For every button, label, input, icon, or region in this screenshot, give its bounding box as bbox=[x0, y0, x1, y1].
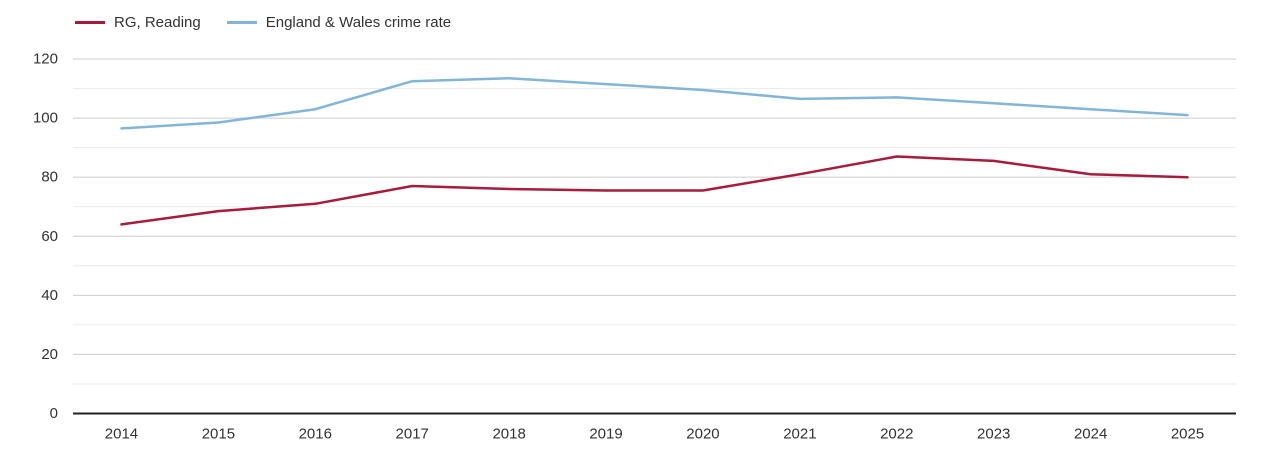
y-axis-tick-label: 20 bbox=[41, 346, 58, 363]
x-axis-tick-label: 2017 bbox=[396, 426, 429, 443]
series-line-england-wales-crime-rate bbox=[120, 76, 1189, 130]
x-axis-tick-label: 2024 bbox=[1074, 426, 1107, 443]
legend-swatch-england-wales-icon bbox=[226, 21, 257, 24]
y-axis-tick-label: 40 bbox=[41, 287, 58, 304]
series-line-rg-reading bbox=[120, 155, 1189, 226]
legend-item-rg-reading: RG, Reading bbox=[75, 14, 201, 31]
x-axis-tick-label: 2022 bbox=[880, 426, 913, 443]
x-axis-tick-label: 2023 bbox=[977, 426, 1010, 443]
x-axis-tick-label: 2015 bbox=[202, 426, 235, 443]
x-axis-tick-label: 2025 bbox=[1171, 426, 1204, 443]
y-axis-tick-label: 60 bbox=[41, 228, 58, 245]
x-axis-tick-label: 2020 bbox=[686, 426, 719, 443]
x-axis-tick-label: 2018 bbox=[492, 426, 525, 443]
chart-legend: RG, Reading England & Wales crime rate bbox=[75, 14, 451, 31]
legend-swatch-rg-reading-icon bbox=[75, 21, 105, 24]
y-axis-tick-label: 0 bbox=[50, 405, 58, 422]
x-axis-tick-label: 2014 bbox=[105, 426, 138, 443]
legend-label-rg-reading: RG, Reading bbox=[114, 14, 201, 31]
legend-label-england-wales: England & Wales crime rate bbox=[265, 14, 452, 31]
legend-item-england-wales: England & Wales crime rate bbox=[226, 14, 452, 31]
y-axis-tick-label: 80 bbox=[41, 169, 58, 186]
y-axis-tick-label: 120 bbox=[33, 51, 58, 68]
y-axis-tick-label: 100 bbox=[33, 110, 58, 127]
x-axis-tick-label: 2021 bbox=[783, 426, 816, 443]
x-axis-tick-label: 2019 bbox=[589, 426, 622, 443]
x-axis-tick-label: 2016 bbox=[299, 426, 332, 443]
